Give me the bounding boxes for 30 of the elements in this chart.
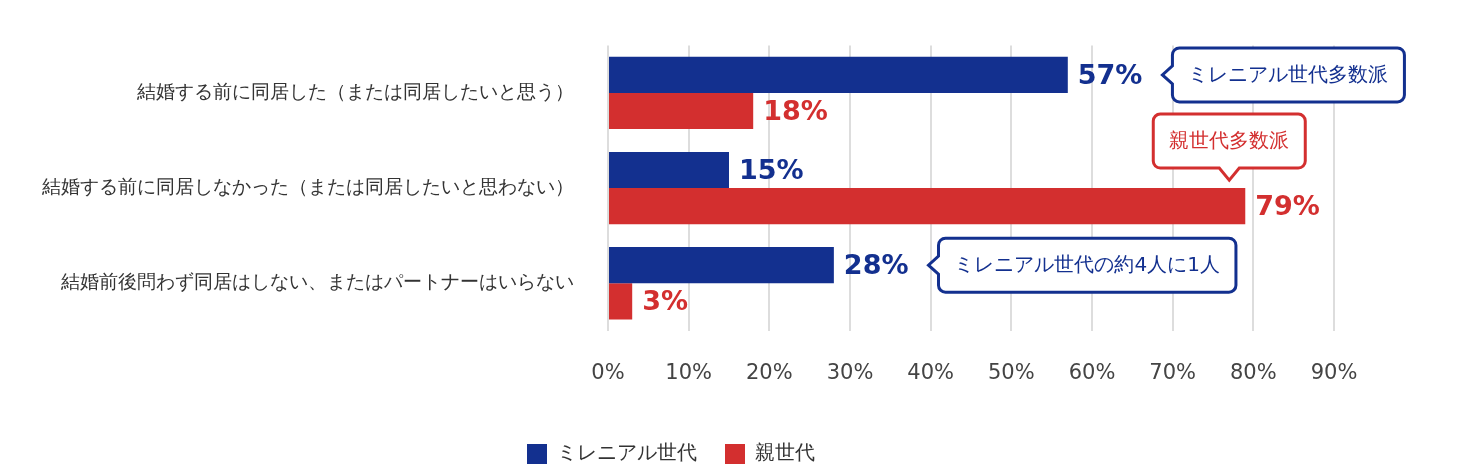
y-tick-label: 結婚する前に同居した（または同居したいと思う） bbox=[136, 79, 574, 102]
data-label: 3% bbox=[642, 285, 689, 317]
y-tick-label: 結婚する前に同居しなかった（または同居したいと思わない） bbox=[41, 175, 574, 198]
annotation: ミレニアル世代の約4人に1人 bbox=[954, 252, 1220, 277]
x-tick-label: 70% bbox=[1149, 359, 1197, 384]
x-tick-label: 50% bbox=[987, 359, 1035, 384]
x-tick-label: 80% bbox=[1229, 359, 1277, 384]
x-tick-label: 90% bbox=[1310, 359, 1358, 384]
bar bbox=[609, 151, 729, 189]
x-tick-label: 10% bbox=[665, 359, 713, 384]
bar bbox=[609, 188, 1246, 225]
legend-label: 親世代 bbox=[755, 440, 815, 465]
legend-label: ミレニアル世代 bbox=[557, 440, 697, 465]
bar bbox=[609, 283, 633, 320]
bar bbox=[609, 247, 834, 284]
y-tick-label: 結婚前後問わず同居はしない、またはパートナーはいらない bbox=[60, 270, 574, 293]
data-label: 15% bbox=[739, 154, 804, 186]
bar bbox=[609, 92, 754, 130]
x-tick-label: 0% bbox=[591, 359, 625, 384]
annotation: ミレニアル世代多数派 bbox=[1188, 62, 1389, 87]
data-label: 28% bbox=[843, 249, 909, 281]
x-tick-label: 30% bbox=[826, 359, 874, 384]
data-label: 57% bbox=[1077, 58, 1143, 90]
bar bbox=[609, 56, 1068, 93]
annotation: 親世代多数派 bbox=[1169, 128, 1290, 153]
x-tick-label: 60% bbox=[1068, 359, 1116, 384]
data-label: 18% bbox=[763, 95, 828, 127]
data-label: 79% bbox=[1255, 190, 1320, 222]
x-tick-label: 40% bbox=[907, 359, 955, 384]
x-tick-label: 20% bbox=[745, 359, 793, 384]
